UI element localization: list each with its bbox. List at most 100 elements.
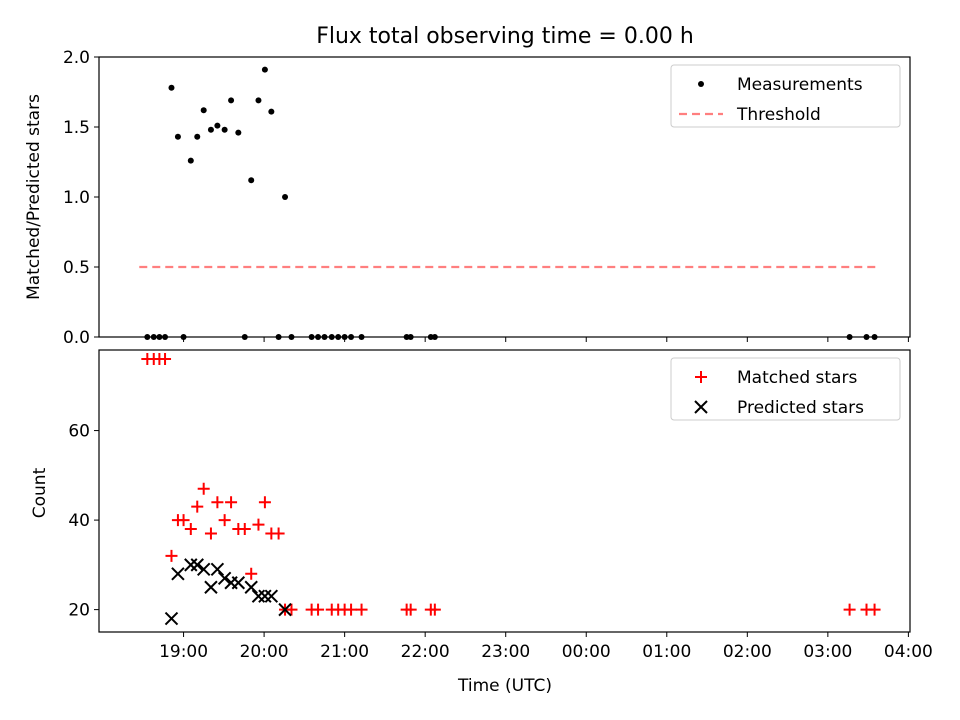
measurement-point xyxy=(261,66,268,73)
measurement-point xyxy=(194,133,201,140)
y-tick-label: 40 xyxy=(68,511,90,531)
matched-star-point xyxy=(345,603,358,616)
x-tick-label: 02:00 xyxy=(723,642,772,662)
measurement-point xyxy=(214,122,221,129)
measurement-point xyxy=(187,157,194,164)
matched-star-point xyxy=(197,482,210,495)
predicted-star-point xyxy=(210,562,225,577)
measurement-point xyxy=(241,334,248,340)
matched-star-point xyxy=(428,603,441,616)
matched-star-point xyxy=(218,514,231,527)
measurement-point xyxy=(235,129,242,136)
measurement-point xyxy=(335,334,342,340)
x-tick-label: 01:00 xyxy=(642,642,691,662)
matched-star-point xyxy=(211,496,224,509)
predicted-star-point xyxy=(217,571,232,585)
predicted-star-point xyxy=(251,589,266,603)
measurement-point xyxy=(358,334,365,340)
measurement-point xyxy=(174,133,181,140)
measurement-point xyxy=(248,177,255,184)
measurement-point xyxy=(162,334,169,340)
legend-label: Predicted stars xyxy=(737,398,864,418)
legend-label: Threshold xyxy=(736,105,821,125)
measurement-point xyxy=(221,126,228,133)
predicted-star-point xyxy=(164,611,179,626)
x-tick-label: 20:00 xyxy=(240,642,289,662)
predicted-star-point xyxy=(244,580,258,594)
x-tick-label: 04:00 xyxy=(884,642,933,662)
y-tick-label: 0.5 xyxy=(63,258,90,278)
predicted-star-point xyxy=(204,580,218,594)
measurement-point xyxy=(863,334,870,340)
y-tick-label: 2.0 xyxy=(63,48,90,68)
measurement-point xyxy=(207,126,214,133)
measurement-point xyxy=(144,334,151,340)
measurement-point xyxy=(407,334,414,340)
matched-star-point xyxy=(204,527,217,540)
predicted-star-point xyxy=(171,567,185,581)
measurement-point xyxy=(275,334,282,340)
predicted-star-point xyxy=(190,558,204,572)
measurement-point xyxy=(871,334,878,340)
axes-frame xyxy=(98,349,911,633)
matched-star-point xyxy=(312,603,325,616)
predicted-star-point xyxy=(231,576,246,590)
legend-box xyxy=(670,64,901,128)
measurement-point xyxy=(255,97,262,104)
matched-star-point xyxy=(404,603,417,616)
predicted-star-point xyxy=(184,558,198,572)
y-tick-label: 1.5 xyxy=(63,118,90,138)
matched-star-point xyxy=(868,603,881,616)
measurement-point xyxy=(156,334,163,340)
y-tick-label: 1.0 xyxy=(63,188,90,208)
y-axis-label-count: Count xyxy=(30,467,50,518)
measurement-point xyxy=(341,334,348,340)
measurement-point xyxy=(431,334,438,340)
matched-star-point xyxy=(165,549,178,562)
chart-title: Flux total observing time = 0.00 h xyxy=(316,24,694,49)
matched-star-point xyxy=(184,523,197,536)
measurement-point xyxy=(268,108,275,115)
legend-marker xyxy=(694,400,708,414)
y-axis-label-ratio: Matched/Predicted stars xyxy=(24,94,44,300)
measurement-point xyxy=(150,334,157,340)
matched-star-point xyxy=(245,567,258,580)
measurement-point xyxy=(282,194,289,200)
measurement-point xyxy=(228,97,235,104)
matched-star-point xyxy=(355,603,368,616)
x-tick-label: 21:00 xyxy=(320,642,369,662)
measurement-point xyxy=(180,334,187,340)
predicted-star-point xyxy=(278,602,292,617)
x-tick-label: 03:00 xyxy=(803,642,852,662)
predicted-star-point xyxy=(196,562,211,577)
matched-star-point xyxy=(177,514,190,527)
x-tick-label: 22:00 xyxy=(401,642,450,662)
measurement-point xyxy=(308,334,315,340)
measurement-point xyxy=(200,107,207,114)
matched-star-point xyxy=(225,496,238,509)
matched-star-point xyxy=(285,603,298,616)
legend-label: Measurements xyxy=(737,75,863,95)
legend-label: Matched stars xyxy=(737,368,857,388)
x-tick-label: 00:00 xyxy=(562,642,611,662)
x-axis-label: Time (UTC) xyxy=(457,676,552,696)
y-tick-label: 0.0 xyxy=(63,328,90,348)
predicted-star-point xyxy=(264,589,279,603)
legend-box xyxy=(670,357,901,421)
y-tick-label: 60 xyxy=(68,422,90,442)
matched-star-point xyxy=(843,603,856,616)
legend-marker xyxy=(698,81,704,87)
predicted-star-point xyxy=(258,589,272,603)
legend-marker xyxy=(695,371,707,383)
measurement-point xyxy=(168,84,175,91)
matched-star-point xyxy=(272,527,285,540)
matched-star-point xyxy=(159,352,172,365)
measurement-point xyxy=(288,334,295,340)
matched-star-point xyxy=(238,523,251,536)
measurement-point xyxy=(846,334,853,340)
measurement-point xyxy=(348,334,355,340)
measurement-point xyxy=(321,334,328,340)
x-tick-label: 19:00 xyxy=(159,642,208,662)
count-panel: 19:00 20:00 21:00 22:00 23:00 00:00 01:00 02:00… xyxy=(68,349,933,662)
